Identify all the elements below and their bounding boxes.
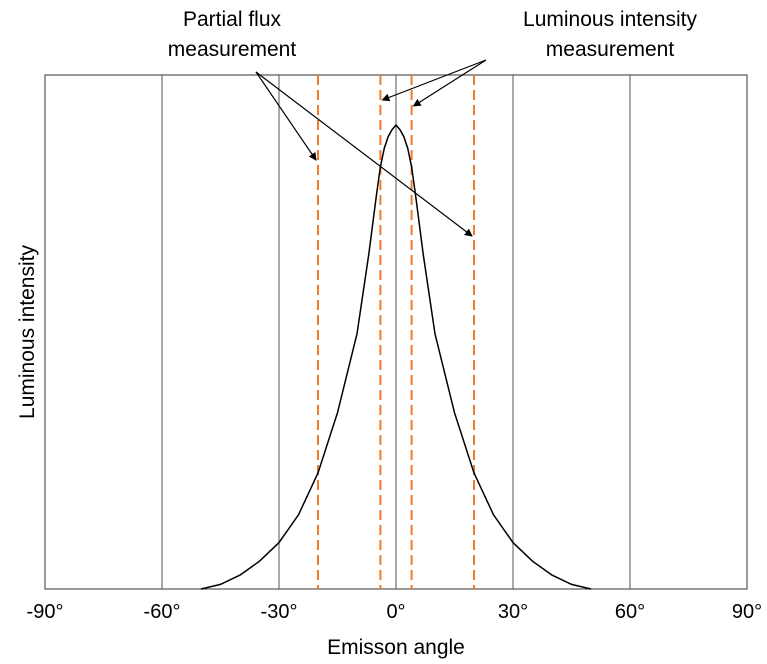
plot-frame bbox=[44, 74, 748, 590]
y-axis-label: Luminous intensity bbox=[16, 245, 39, 419]
partial-flux-arrow-right bbox=[255, 71, 473, 237]
x-tick-label: 0° bbox=[386, 601, 405, 623]
luminous-intensity-label-line1: Luminous intensity bbox=[523, 8, 697, 31]
x-tick-labels: -90° -60° -30° 0° 30° 60° 90° bbox=[27, 601, 763, 623]
annotation-arrows bbox=[255, 59, 487, 237]
x-tick-label: 60° bbox=[615, 601, 645, 623]
partial-flux-label-line2: measurement bbox=[168, 38, 297, 61]
partial-flux-arrow-left bbox=[255, 71, 317, 161]
x-axis-label: Emisson angle bbox=[327, 636, 465, 659]
intensity-curve bbox=[200, 123, 592, 590]
grid-lines bbox=[161, 75, 631, 589]
measurement-dashed-lines bbox=[317, 75, 475, 589]
partial-flux-label-line1: Partial flux bbox=[183, 8, 282, 31]
x-tick-label: 30° bbox=[498, 601, 528, 623]
luminous-intensity-arrow-right bbox=[412, 59, 487, 107]
x-tick-label: -30° bbox=[261, 601, 298, 623]
x-tick-label: -60° bbox=[144, 601, 181, 623]
luminous-intensity-label-line2: measurement bbox=[546, 38, 675, 61]
x-tick-label: 90° bbox=[732, 601, 762, 623]
luminous-intensity-arrow-left bbox=[381, 59, 487, 102]
x-tick-label: -90° bbox=[27, 601, 64, 623]
